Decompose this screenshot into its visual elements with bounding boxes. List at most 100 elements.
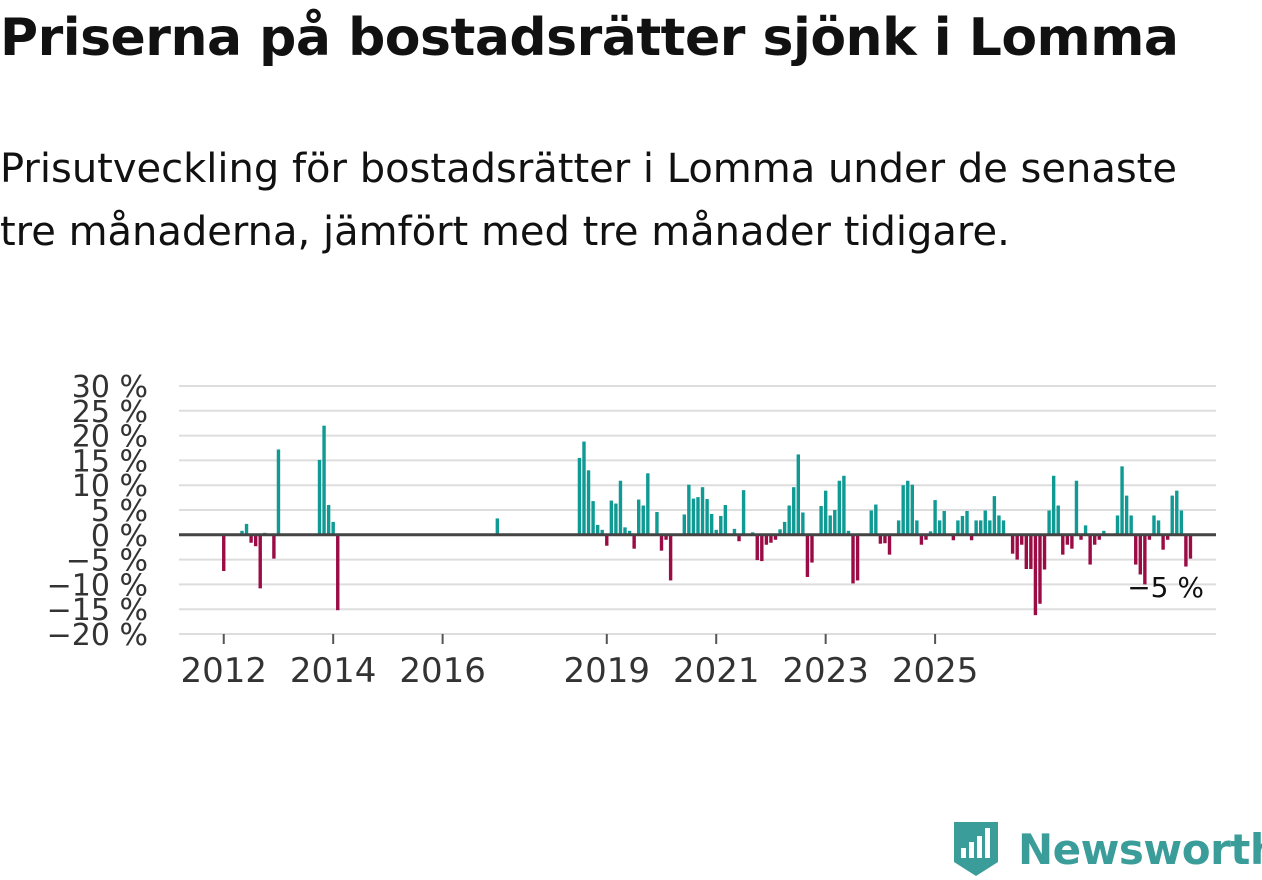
bar xyxy=(1124,495,1129,535)
bar xyxy=(272,534,276,559)
bar xyxy=(933,500,937,535)
x-tick-label: 2025 xyxy=(892,651,979,691)
bar xyxy=(1083,525,1088,535)
bar xyxy=(655,511,659,535)
y-tick-label: −5 % xyxy=(66,544,148,579)
bar xyxy=(1138,534,1142,575)
x-tick-label: 2021 xyxy=(673,651,760,691)
bar xyxy=(258,534,262,589)
y-tick-label: 20 % xyxy=(72,420,148,455)
bar xyxy=(614,503,618,535)
bar xyxy=(960,515,965,535)
bar xyxy=(1179,510,1184,535)
bar xyxy=(732,528,737,535)
bar xyxy=(997,515,1001,535)
bar xyxy=(778,529,782,535)
bar xyxy=(737,534,741,542)
bar xyxy=(1129,515,1133,535)
bar xyxy=(1029,534,1033,570)
bar xyxy=(691,498,696,535)
bar xyxy=(782,521,787,535)
newsworthy-logo: Newsworthy xyxy=(950,818,1262,880)
bar xyxy=(974,520,978,535)
bar xyxy=(609,500,614,535)
bar xyxy=(760,534,764,562)
bar xyxy=(495,518,500,535)
bar xyxy=(618,480,623,535)
bar xyxy=(1024,534,1028,570)
bar xyxy=(1188,534,1193,559)
bar xyxy=(801,512,805,535)
bar xyxy=(1161,534,1165,550)
bar xyxy=(1010,534,1015,554)
y-tick-label: 0 % xyxy=(91,519,148,554)
bar xyxy=(887,534,892,555)
bar xyxy=(1115,515,1120,535)
bar xyxy=(1093,534,1097,545)
bar xyxy=(969,534,974,541)
bar xyxy=(846,530,851,535)
bar xyxy=(1061,534,1065,555)
bar xyxy=(637,499,641,535)
bar xyxy=(810,534,814,563)
bar xyxy=(942,510,946,535)
bar xyxy=(928,531,933,535)
y-tick-label: 25 % xyxy=(72,395,148,430)
y-tick-label: 5 % xyxy=(91,494,148,529)
bar xyxy=(869,510,873,535)
bar xyxy=(714,529,718,535)
bar xyxy=(787,505,791,535)
bar xyxy=(988,520,992,535)
bar xyxy=(773,534,778,540)
bar xyxy=(819,506,823,535)
bar xyxy=(992,496,997,535)
bar xyxy=(1088,534,1092,565)
bar xyxy=(1147,534,1152,540)
chart-subtitle: Prisutveckling för bostadsrätter i Lomma… xyxy=(0,146,1177,255)
bar xyxy=(1038,534,1042,604)
bar xyxy=(668,534,673,581)
bar xyxy=(600,529,604,535)
bar xyxy=(1051,475,1056,535)
y-tick-label: −20 % xyxy=(47,618,148,653)
x-tick-label: 2012 xyxy=(180,651,267,691)
bar xyxy=(222,534,226,572)
bar xyxy=(595,524,600,535)
bar xyxy=(842,475,846,535)
bar xyxy=(1097,534,1101,540)
bar xyxy=(591,501,595,535)
bar xyxy=(828,515,832,535)
bar xyxy=(874,504,878,535)
bar xyxy=(1056,505,1060,535)
bar xyxy=(627,530,632,535)
bar xyxy=(317,459,322,535)
y-tick-label: 10 % xyxy=(72,469,148,504)
bar xyxy=(641,505,645,535)
bar xyxy=(1102,530,1106,535)
bar xyxy=(906,480,910,535)
bar xyxy=(769,534,773,543)
bar xyxy=(326,505,331,535)
bar xyxy=(322,425,326,535)
bar xyxy=(586,470,591,535)
x-tick-label: 2014 xyxy=(290,651,377,691)
chart-title: Priserna på bostadsrätter sjönk i Lomma xyxy=(0,8,1179,68)
bar xyxy=(709,513,714,535)
bar xyxy=(719,515,723,535)
newsworthy-logo-icon xyxy=(954,822,998,876)
bar xyxy=(623,527,627,535)
bar xyxy=(244,523,249,535)
bar xyxy=(1074,480,1079,535)
bar xyxy=(240,530,244,535)
newsworthy-logo-text: Newsworthy xyxy=(1018,824,1262,874)
bar xyxy=(755,534,759,561)
bar xyxy=(883,534,887,544)
bar xyxy=(1184,534,1188,567)
x-tick-label: 2023 xyxy=(782,651,869,691)
bar xyxy=(1020,534,1024,545)
bar xyxy=(582,441,586,535)
bar xyxy=(924,534,928,540)
bar xyxy=(331,521,335,535)
bar xyxy=(1170,495,1174,535)
bar xyxy=(1152,515,1156,535)
